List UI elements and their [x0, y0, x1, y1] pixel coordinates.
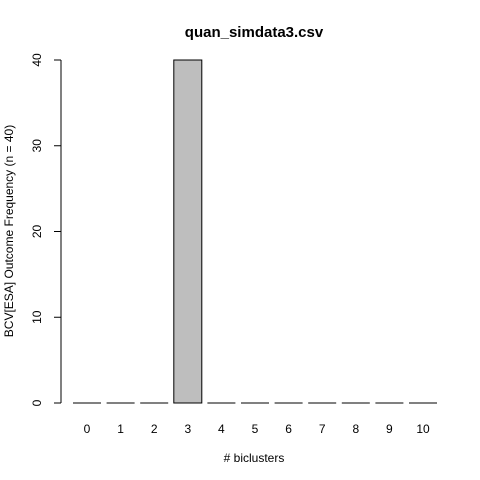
x-tick-label: 7: [319, 422, 326, 436]
x-tick-label: 2: [151, 422, 158, 436]
x-tick-label: 5: [252, 422, 259, 436]
y-tick-label: 10: [30, 310, 44, 324]
y-axis-label: BCV[ESA] Outcome Frequency (n = 40): [2, 125, 16, 337]
x-tick-label: 3: [184, 422, 191, 436]
y-axis: 0 10 20 30 40: [30, 53, 62, 406]
bars-group: [73, 59, 437, 404]
x-tick-label: 4: [218, 422, 225, 436]
x-axis-label: # biclusters: [224, 451, 285, 465]
y-tick-label: 20: [30, 225, 44, 239]
x-tick-label: 0: [84, 422, 91, 436]
x-tick-label: 9: [386, 422, 393, 436]
chart-title: quan_simdata3.csv: [185, 24, 324, 41]
x-tick-label: 6: [285, 422, 292, 436]
x-tick-label: 10: [416, 422, 430, 436]
x-tick-labels: 0 1 2 3 4 5 6 7 8 9 10: [84, 422, 430, 436]
y-tick-label: 40: [30, 53, 44, 67]
y-tick-label: 0: [30, 399, 44, 406]
y-tick-label: 30: [30, 139, 44, 153]
bar-3: [173, 59, 203, 404]
x-tick-label: 1: [117, 422, 124, 436]
x-tick-label: 8: [352, 422, 359, 436]
